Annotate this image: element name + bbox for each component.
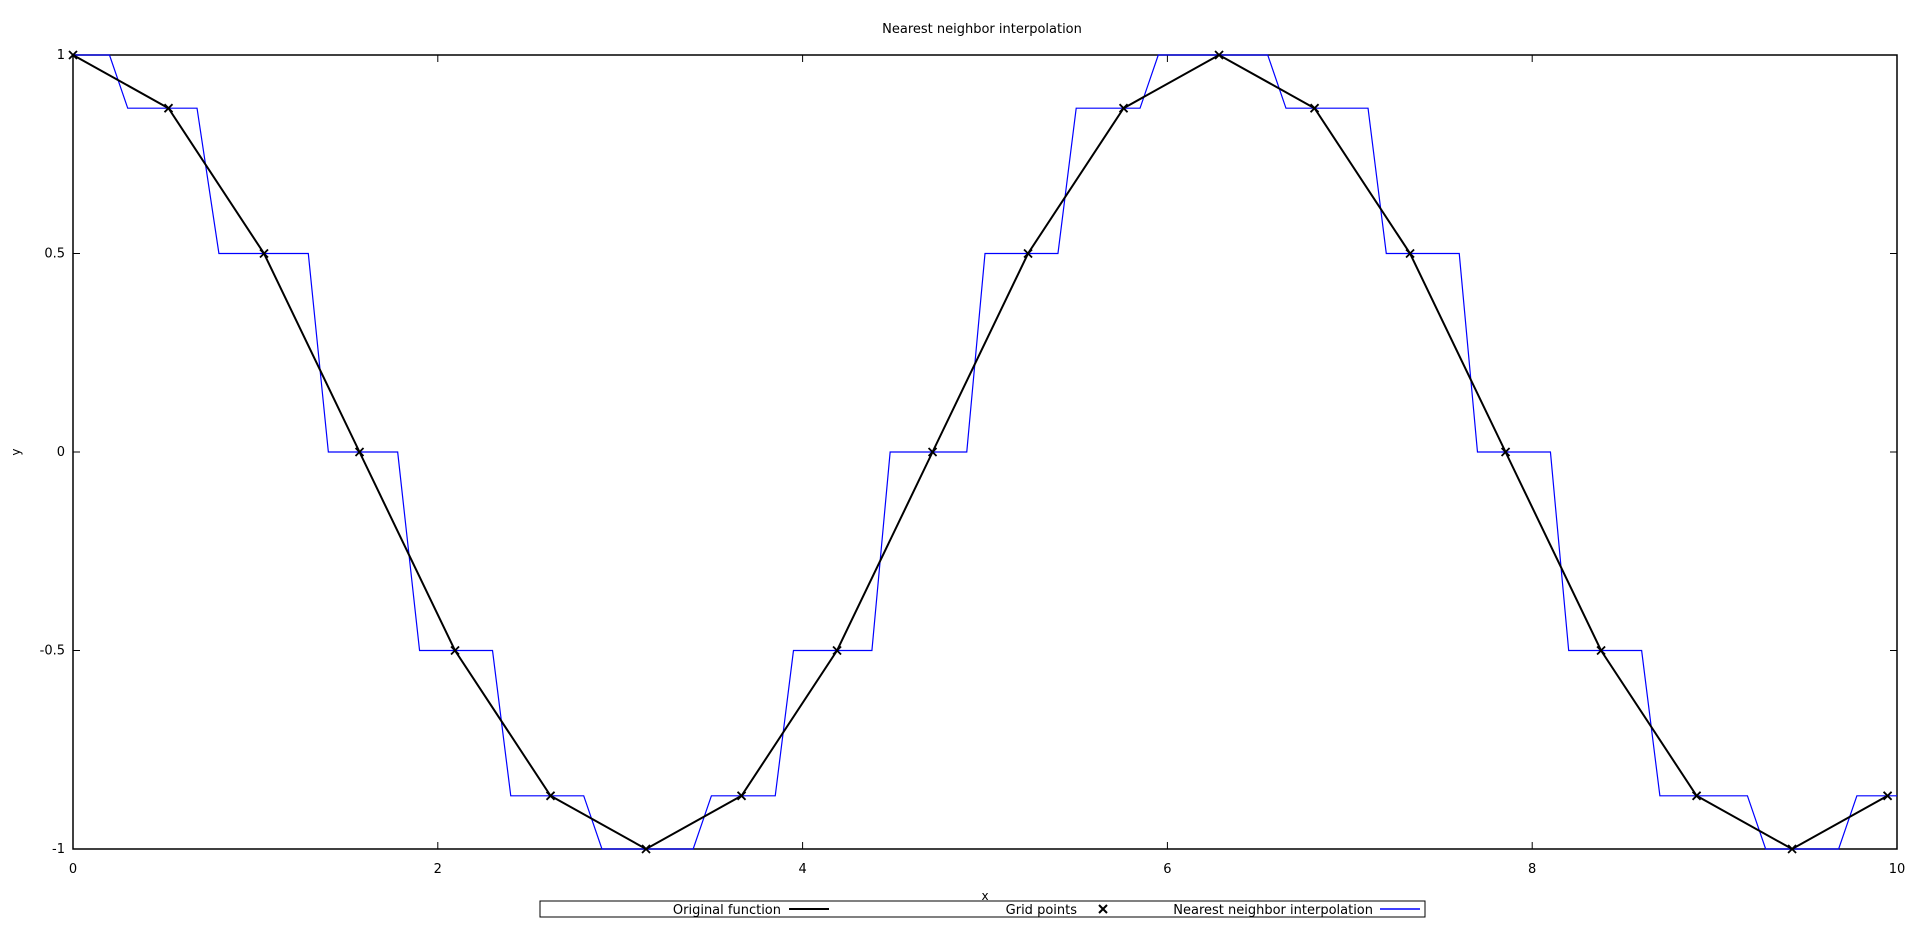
series-nearest-neighbor-line — [73, 54, 1897, 850]
grid-point-marker — [1596, 645, 1606, 656]
legend-label-original: Original function — [673, 903, 781, 918]
y-tick-label: 1 — [57, 48, 65, 63]
grid-point-marker — [1691, 791, 1702, 801]
y-tick-label: -0.5 — [40, 644, 65, 659]
grid-point-marker — [1214, 50, 1224, 60]
y-tick-label: 0.5 — [44, 247, 65, 262]
grid-point-marker — [450, 645, 460, 656]
grid-point-marker — [545, 791, 556, 801]
grid-point-marker — [1882, 791, 1893, 801]
grid-point-marker — [1023, 248, 1033, 259]
grid-point-marker — [163, 103, 174, 113]
grid-point-marker — [1309, 103, 1320, 113]
legend: Original function Grid points Nearest ne… — [539, 900, 1426, 918]
grid-point-marker — [641, 844, 651, 854]
grid-point-marker — [1118, 103, 1129, 113]
y-tick-label: -1 — [52, 842, 65, 857]
grid-point-marker — [832, 645, 842, 656]
grid-point-marker — [1787, 844, 1797, 854]
y-axis-label: y — [9, 448, 23, 455]
legend-label-grid-points: Grid points — [1006, 903, 1078, 918]
x-tick-label: 8 — [1528, 862, 1536, 877]
series-layer — [68, 50, 1897, 854]
chart-title: Nearest neighbor interpolation — [882, 22, 1082, 37]
y-tick-label: 0 — [57, 445, 65, 460]
x-tick-label: 4 — [798, 862, 806, 877]
x-axis-label: x — [981, 889, 988, 903]
grid-point-marker — [68, 50, 78, 60]
x-tick-label: 6 — [1163, 862, 1171, 877]
legend-swatch-grid-points — [1098, 904, 1108, 914]
grid-point-marker — [1405, 248, 1415, 259]
grid-point-marker — [736, 791, 747, 801]
legend-label-nearest: Nearest neighbor interpolation — [1173, 903, 1373, 918]
grid-point-marker — [1500, 447, 1511, 457]
grid-point-marker — [259, 248, 269, 259]
x-tick-label: 2 — [434, 862, 442, 877]
series-original-function-line — [72, 53, 1889, 851]
grid-point-marker — [354, 447, 365, 457]
x-tick-label: 0 — [69, 862, 77, 877]
x-tick-label: 10 — [1889, 862, 1906, 877]
legend-box — [539, 900, 1426, 918]
grid-point-marker — [927, 447, 938, 457]
axis-tick-labels: 0 2 4 6 8 10 1 0.5 0 -0.5 -1 — [40, 48, 1906, 877]
